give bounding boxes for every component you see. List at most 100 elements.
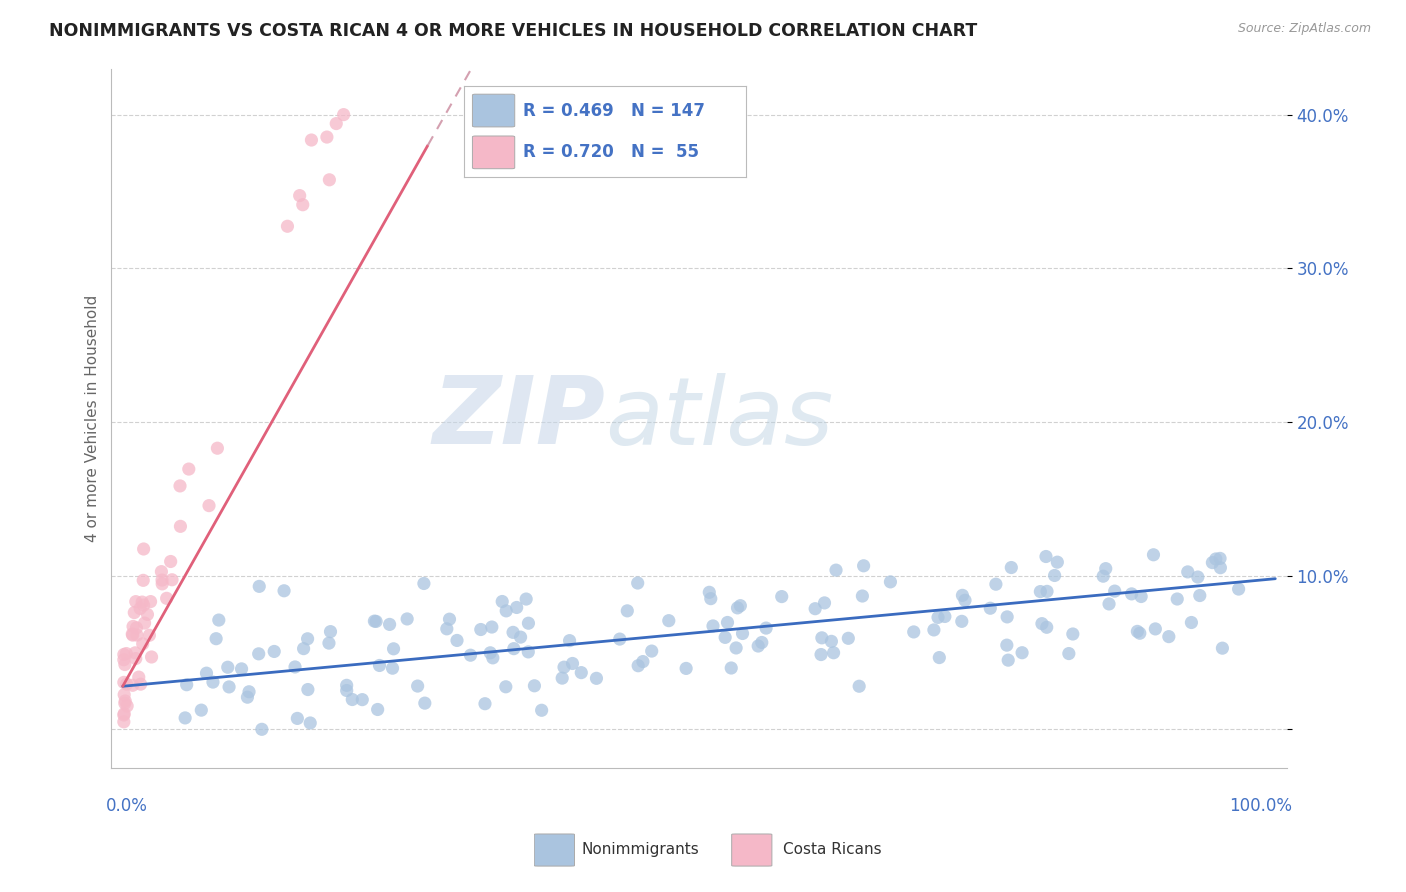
Point — [381, 661, 404, 675]
Point — [616, 604, 638, 618]
Point — [131, 595, 153, 609]
Point — [325, 117, 347, 131]
Point — [247, 647, 270, 661]
Point — [997, 653, 1019, 667]
Point — [236, 690, 259, 705]
Point — [482, 651, 505, 665]
Point — [378, 617, 401, 632]
Point — [770, 590, 793, 604]
Point — [474, 697, 496, 711]
Point — [285, 711, 308, 725]
Point — [195, 666, 218, 681]
Point — [284, 660, 307, 674]
Point — [125, 594, 148, 608]
Point — [190, 703, 212, 717]
Point — [250, 723, 273, 737]
Point — [1142, 548, 1164, 562]
Point — [112, 688, 135, 702]
Point — [121, 628, 143, 642]
Point — [364, 615, 387, 629]
Point — [714, 631, 737, 645]
Point — [1031, 616, 1053, 631]
Point — [517, 645, 540, 659]
Point — [288, 188, 311, 202]
Point — [141, 650, 163, 665]
Point — [207, 441, 229, 455]
Point — [112, 648, 135, 662]
Point — [238, 685, 260, 699]
Point — [730, 599, 752, 613]
Point — [1209, 551, 1232, 566]
Point — [1104, 584, 1126, 599]
Point — [934, 609, 956, 624]
Point — [208, 613, 231, 627]
Point — [495, 680, 517, 694]
Point — [702, 619, 724, 633]
Point — [984, 577, 1007, 591]
Text: Costa Ricans: Costa Ricans — [783, 842, 882, 857]
Point — [848, 679, 870, 693]
Point — [1094, 561, 1116, 575]
Point — [1121, 587, 1143, 601]
Point — [697, 585, 720, 599]
Point — [291, 198, 314, 212]
Text: ZIP: ZIP — [432, 372, 605, 464]
Point — [198, 499, 221, 513]
Point — [112, 653, 135, 667]
Point — [292, 641, 315, 656]
Point — [505, 600, 527, 615]
Point — [276, 219, 298, 234]
Point — [156, 591, 179, 606]
Point — [810, 648, 832, 662]
Point — [112, 708, 135, 723]
Point — [627, 658, 650, 673]
Point — [1035, 549, 1057, 564]
FancyBboxPatch shape — [731, 834, 772, 866]
Point — [112, 706, 135, 721]
Point — [953, 593, 976, 607]
Point — [131, 637, 153, 651]
Point — [1057, 647, 1080, 661]
Point — [132, 598, 155, 612]
Point — [273, 583, 295, 598]
Point — [1157, 630, 1180, 644]
Point — [132, 541, 155, 556]
Point — [725, 640, 748, 655]
Point — [1046, 555, 1069, 569]
Point — [1144, 622, 1167, 636]
Point — [132, 574, 155, 588]
Point — [460, 648, 482, 663]
Point — [363, 614, 385, 628]
Point — [558, 633, 581, 648]
Point — [115, 677, 138, 691]
Point — [439, 612, 461, 626]
Point — [382, 641, 405, 656]
Point — [879, 574, 901, 589]
Point — [332, 107, 354, 121]
Point — [231, 662, 253, 676]
Point — [1166, 592, 1188, 607]
Point — [263, 644, 285, 658]
Point — [903, 624, 925, 639]
Point — [201, 675, 224, 690]
Point — [124, 606, 146, 620]
Point — [368, 658, 391, 673]
Point — [852, 558, 875, 573]
Point — [112, 714, 135, 729]
Point — [755, 621, 778, 635]
Point — [700, 591, 723, 606]
Text: NONIMMIGRANTS VS COSTA RICAN 4 OR MORE VEHICLES IN HOUSEHOLD CORRELATION CHART: NONIMMIGRANTS VS COSTA RICAN 4 OR MORE V… — [49, 22, 977, 40]
Point — [150, 573, 173, 587]
Point — [523, 679, 546, 693]
Point — [150, 565, 173, 579]
Point — [1098, 597, 1121, 611]
Point — [747, 639, 769, 653]
Point — [218, 680, 240, 694]
Point — [318, 173, 340, 187]
Point — [631, 655, 654, 669]
Point — [561, 657, 583, 671]
Point — [825, 563, 848, 577]
Point — [1092, 569, 1115, 583]
Point — [837, 632, 859, 646]
Point — [569, 665, 592, 680]
